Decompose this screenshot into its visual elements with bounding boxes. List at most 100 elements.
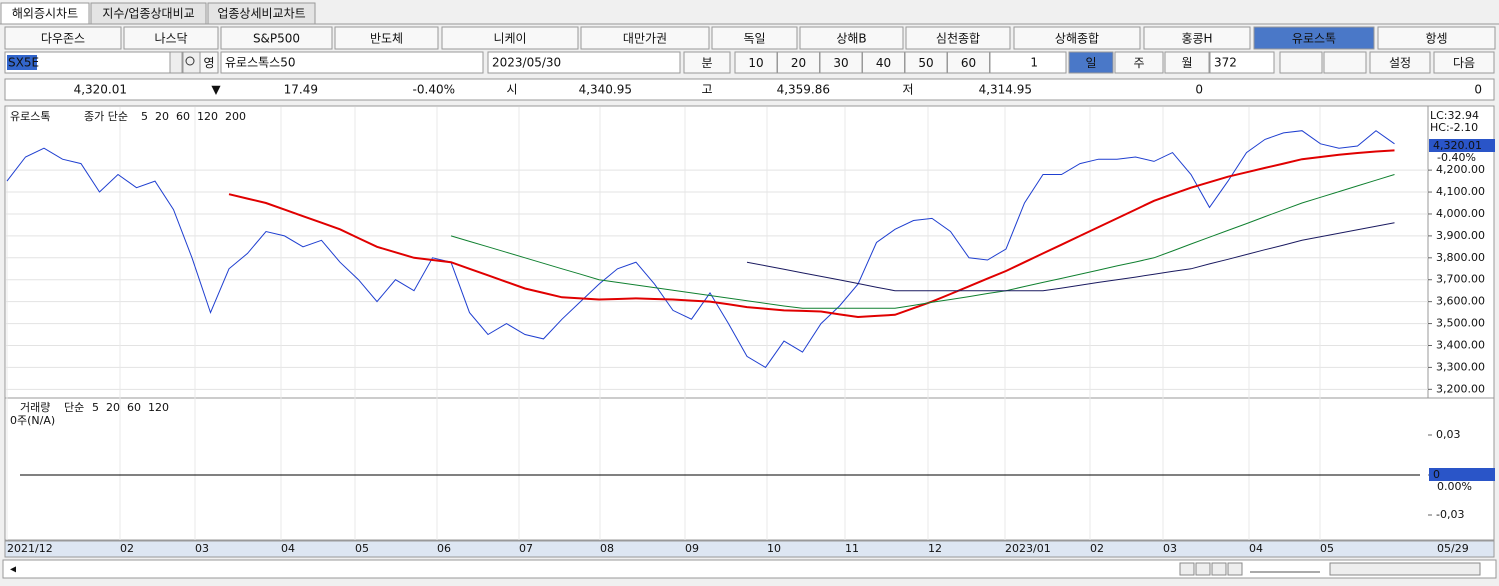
index-button-bg[interactable] — [220, 26, 333, 50]
index-button-bg[interactable] — [4, 26, 122, 50]
tab-bg[interactable] — [90, 2, 207, 25]
date[interactable]: 2023/05/30 — [492, 56, 561, 70]
tool-b[interactable] — [1323, 51, 1367, 74]
tab[interactable]: 해외증시차트 — [12, 7, 78, 21]
period-button[interactable]: 주 — [1133, 56, 1144, 70]
last-box — [1429, 139, 1495, 152]
symbol-sel — [7, 55, 37, 70]
vol-legend-period: 5 — [92, 401, 99, 414]
interval-button[interactable]: 30 — [833, 56, 848, 70]
vol-legend-period: 120 — [148, 401, 169, 414]
x-tick-label: 2023/01 — [1005, 542, 1051, 555]
x-tick-label: 05 — [355, 542, 369, 555]
index-button-bg[interactable] — [441, 26, 579, 50]
interval-button[interactable]: 60 — [961, 56, 976, 70]
quote-high-label: 고 — [701, 83, 712, 97]
legend-ma: 종가 단순 — [84, 110, 128, 123]
symbol[interactable]: SX5E — [8, 56, 39, 70]
quote-open-label: 시 — [506, 83, 517, 97]
tool-a[interactable] — [1279, 51, 1323, 74]
index-button[interactable]: 니케이 — [493, 32, 526, 46]
name-field — [220, 51, 484, 74]
vol-legend-period: 20 — [106, 401, 120, 414]
search[interactable] — [182, 51, 201, 74]
index-button-bg[interactable] — [580, 26, 710, 50]
period-button-bg[interactable] — [1114, 51, 1164, 74]
index-button[interactable]: 나스닥 — [154, 32, 187, 46]
interval-button[interactable]: 20 — [791, 56, 806, 70]
index-button[interactable]: S&P500 — [253, 32, 300, 46]
index-button[interactable]: 상해B — [836, 32, 866, 46]
x-tick-label: 11 — [845, 542, 859, 555]
index-button-bg[interactable] — [799, 26, 904, 50]
lang-button[interactable]: 영 — [203, 56, 214, 70]
x-tick-label: 04 — [281, 542, 295, 555]
settings-button[interactable]: 설정 — [1389, 56, 1411, 70]
index-button-bg[interactable] — [1013, 26, 1141, 50]
index-button-bg[interactable] — [123, 26, 219, 50]
vol-last-box — [1429, 468, 1495, 481]
legend-period: 60 — [176, 110, 190, 123]
ma-line — [746, 222, 1395, 292]
bars-field[interactable] — [1209, 51, 1275, 74]
quote-arrow: ▼ — [211, 83, 221, 97]
quote-bar — [4, 78, 1495, 101]
y-tick-label: 3,600.00 — [1436, 295, 1485, 308]
minute-button[interactable]: 분 — [701, 56, 712, 70]
index-button-bg[interactable] — [1253, 26, 1375, 50]
y-tick-label: 3,700.00 — [1436, 273, 1485, 286]
index-button-bg[interactable] — [1377, 26, 1496, 50]
dropdown[interactable] — [169, 51, 183, 74]
vol-legend-period: 60 — [127, 401, 141, 414]
next-button-bg[interactable] — [1433, 51, 1495, 74]
index-button-bg[interactable] — [711, 26, 798, 50]
interval-button[interactable]: 40 — [876, 56, 891, 70]
vol-note: 0주(N/A) — [10, 414, 55, 427]
index-button[interactable]: 독일 — [743, 32, 765, 46]
index-button-bg[interactable] — [1143, 26, 1251, 50]
settings-button-bg[interactable] — [1369, 51, 1431, 74]
minute-button-bg[interactable] — [683, 51, 731, 74]
quote-low: 4,314.95 — [979, 83, 1032, 97]
y-tick-label: 3,400.00 — [1436, 338, 1485, 351]
interval-button[interactable]: 10 — [748, 56, 763, 70]
legend-period: 5 — [141, 110, 148, 123]
y-tick-label: 3,300.00 — [1436, 360, 1485, 373]
period-button[interactable]: 월 — [1181, 56, 1192, 70]
index-button-bg[interactable] — [905, 26, 1011, 50]
bars[interactable]: 372 — [1214, 56, 1237, 70]
tab-bg[interactable] — [207, 2, 316, 25]
index-button[interactable]: 항셍 — [1425, 32, 1447, 46]
next-button[interactable]: 다음 — [1453, 56, 1475, 70]
tab[interactable]: 업종상세비교차트 — [217, 7, 305, 21]
x-tick-label: 04 — [1249, 542, 1263, 555]
period-button-bg[interactable] — [1068, 51, 1114, 74]
period-button-bg[interactable] — [1164, 51, 1210, 74]
quote-price: 4,320.01 — [74, 83, 127, 97]
index-button[interactable]: 다우존스 — [41, 32, 85, 46]
index-button[interactable]: 심천종합 — [936, 31, 980, 46]
scrollbar[interactable] — [2, 559, 1497, 579]
quote-amount: 0 — [1474, 83, 1482, 97]
date-field[interactable] — [487, 51, 681, 74]
index-button[interactable]: 유로스톡 — [1292, 32, 1336, 46]
index-button[interactable]: 대만가권 — [623, 32, 667, 46]
count[interactable]: 1 — [1030, 56, 1038, 70]
scroll-left[interactable]: ◂ — [10, 562, 16, 576]
tab-bg[interactable] — [0, 2, 90, 25]
index-button-bg[interactable] — [334, 26, 439, 50]
index-button[interactable]: 홍콩H — [1181, 32, 1212, 46]
count-field[interactable] — [989, 51, 1067, 74]
interval-button[interactable]: 50 — [918, 56, 933, 70]
last-pct: -0.40% — [1437, 151, 1476, 164]
scroll-controls[interactable] — [1179, 562, 1481, 576]
tab[interactable]: 지수/업종상대비교 — [102, 7, 194, 21]
x-tick-label: 02 — [120, 542, 134, 555]
index-button[interactable]: 반도체 — [370, 32, 403, 46]
y-tick-label: 4,200.00 — [1436, 163, 1485, 176]
x-tick-label: 06 — [437, 542, 451, 555]
lang-button-bg[interactable] — [199, 51, 219, 74]
period-button[interactable]: 일 — [1085, 56, 1096, 70]
index-button[interactable]: 상해종합 — [1055, 32, 1099, 46]
volume-pane — [4, 397, 1495, 541]
